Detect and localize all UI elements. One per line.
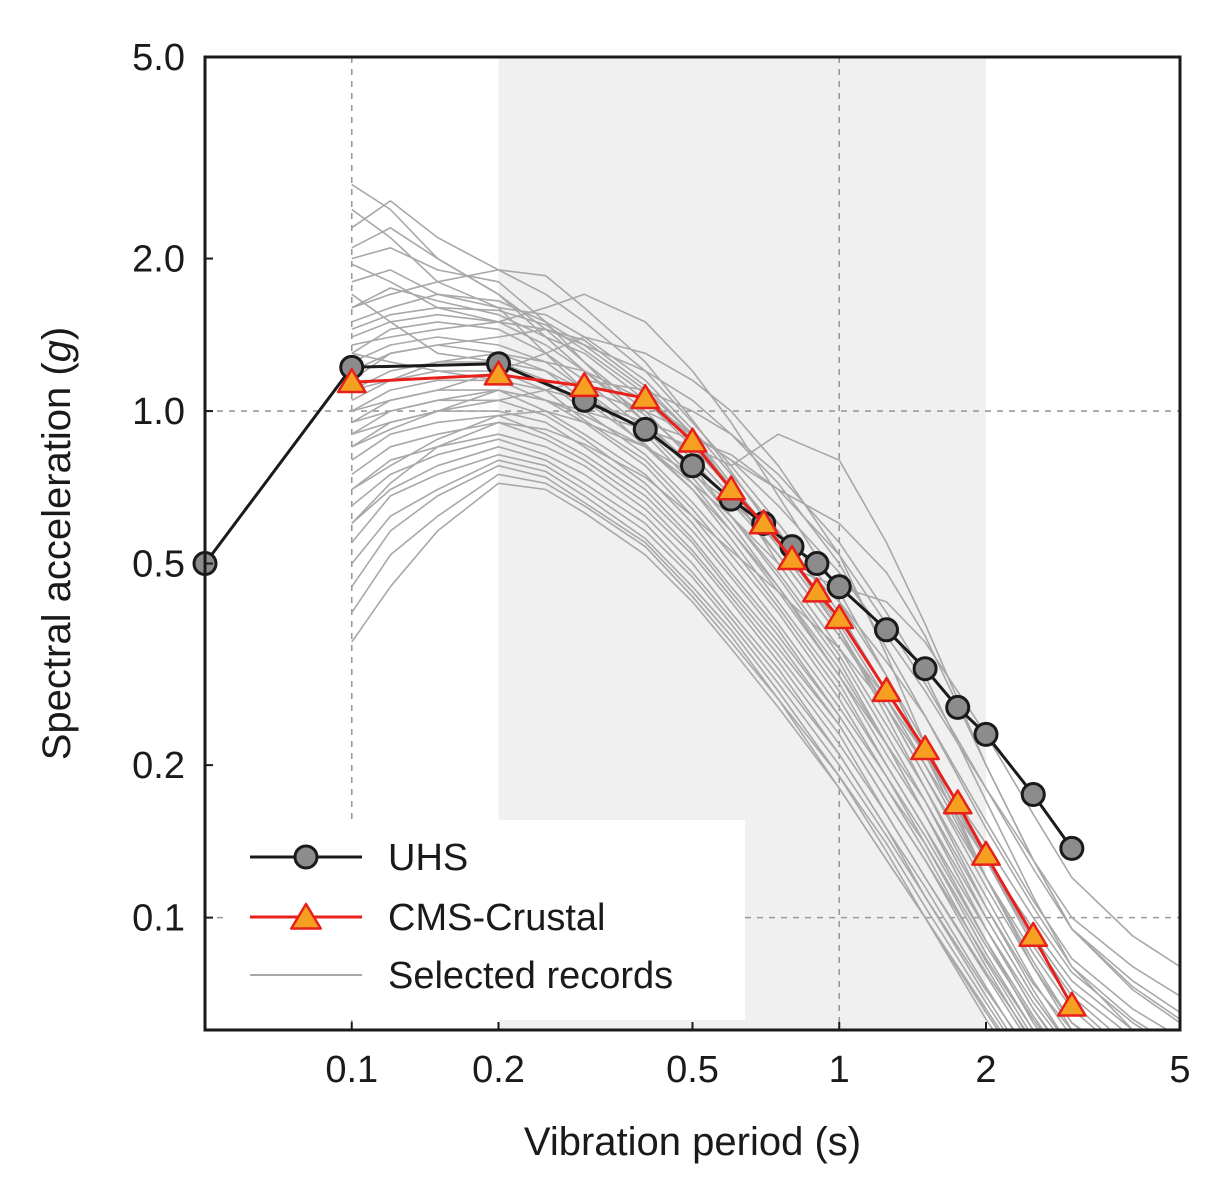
uhs-point (826, 574, 852, 600)
x-tick-label: 0.5 (666, 1049, 719, 1091)
uhs-point (912, 656, 938, 682)
record-line (351, 433, 1027, 1030)
legend-cms-label: CMS-Crustal (388, 897, 605, 939)
cms-point (971, 840, 1001, 866)
record-line (351, 414, 1035, 1030)
cms-point (1018, 921, 1049, 947)
legend-uhs-label: UHS (388, 837, 468, 879)
record-line (351, 399, 1043, 1030)
x-tick-label: 0.2 (472, 1049, 525, 1091)
cms-point (630, 383, 661, 410)
legend: UHS CMS-Crustal Selected records (225, 820, 745, 1020)
uhs-point (680, 453, 705, 479)
record-line (351, 389, 1030, 1030)
record-line (351, 445, 1009, 1030)
legend-uhs-marker (293, 844, 319, 870)
record-line (351, 208, 1059, 1030)
y-axis-title-end: ) (35, 327, 79, 340)
record-line (351, 464, 999, 1030)
uhs-point (873, 617, 899, 643)
record-line (351, 379, 1135, 1030)
record-line (351, 421, 1022, 1030)
record-line (351, 453, 1016, 1030)
record-line (351, 473, 995, 1030)
uhs-point (804, 551, 830, 577)
y-tick-label: 0.1 (132, 898, 185, 940)
cms-point (942, 789, 973, 815)
uhs-point (632, 416, 658, 442)
x-axis-ticks: 0.1 0.2 0.5 1 2 5 (325, 1022, 1191, 1091)
cms-point (677, 427, 708, 453)
cms-point (716, 475, 747, 501)
y-axis-ticks: 5.0 2.0 1.0 0.5 0.2 0.1 (132, 37, 213, 940)
legend-records-label: Selected records (388, 955, 673, 997)
cms-point (824, 603, 855, 630)
x-axis-title: Vibration period (s) (524, 1120, 861, 1164)
cms-point (748, 509, 779, 535)
cms-point (336, 367, 367, 394)
x-tick-label: 2 (975, 1049, 996, 1091)
record-line (351, 389, 1180, 1020)
uhs-point (1020, 782, 1046, 808)
y-tick-label: 5.0 (132, 37, 185, 79)
record-line (351, 389, 1180, 968)
y-tick-label: 0.5 (132, 544, 185, 586)
y-tick-label: 0.2 (132, 745, 185, 787)
record-line (351, 336, 1074, 1030)
record-line (351, 293, 1083, 1030)
y-axis-title: Spectral acceleration (g) (35, 327, 79, 761)
x-tick-label: 5 (1169, 1049, 1190, 1091)
cms-crustal-series (336, 360, 1087, 1017)
cms-point (1056, 991, 1087, 1017)
uhs-point (945, 694, 971, 720)
record-line (351, 269, 1104, 1030)
cms-point (802, 577, 832, 603)
record-line (351, 410, 1025, 1030)
y-axis-title-unit: g (35, 340, 79, 362)
cms-point (569, 371, 600, 398)
x-tick-label: 1 (829, 1049, 850, 1091)
cms-point (910, 734, 940, 761)
record-line (351, 459, 1005, 1030)
x-tick-label: 0.1 (325, 1049, 378, 1091)
record-line (351, 269, 1061, 1030)
record-line (351, 438, 1015, 1030)
record-line (351, 482, 1002, 1030)
legend-cms-marker (290, 902, 322, 930)
cms-point (871, 676, 902, 703)
cms-point (777, 544, 807, 571)
y-axis-title-main: Spectral acceleration ( (35, 362, 79, 761)
cms-line (351, 373, 1074, 1007)
y-tick-label: 1.0 (132, 391, 185, 433)
uhs-point (973, 721, 999, 747)
cms-point (483, 360, 514, 386)
y-tick-label: 2.0 (132, 239, 185, 281)
record-line (351, 227, 1049, 1030)
uhs-point (1059, 835, 1085, 861)
